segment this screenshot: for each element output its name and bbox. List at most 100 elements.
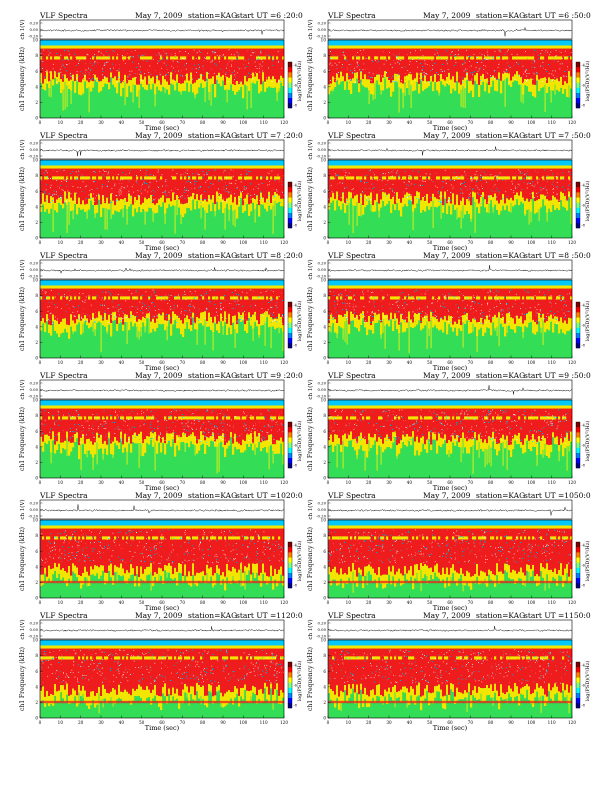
time-tick-label: 80 xyxy=(488,240,494,245)
time-tick-label: 30 xyxy=(98,360,104,365)
waveform-trace xyxy=(40,390,284,392)
time-tick-label: 70 xyxy=(180,720,186,725)
waveform-trace xyxy=(40,30,284,35)
freq-tick-label: 4 xyxy=(35,84,38,89)
time-tick-label: 30 xyxy=(386,600,392,605)
time-tick-label: 40 xyxy=(119,360,125,365)
time-tick-label: 100 xyxy=(239,360,247,365)
panel-title: VLF Spectra xyxy=(39,611,88,620)
time-tick-label: 30 xyxy=(98,480,104,485)
freq-tick-label: 8 xyxy=(323,653,326,658)
time-tick-label: 110 xyxy=(548,360,556,365)
time-tick-label: 120 xyxy=(280,720,288,725)
panel-date: May 7, 2009 xyxy=(423,611,471,620)
spectrogram xyxy=(328,160,572,238)
time-tick-label: 70 xyxy=(468,240,474,245)
ch-tick-label: 0.20 xyxy=(318,381,327,386)
ch-tick-label: 0.00 xyxy=(30,27,39,32)
freq-tick-label: 8 xyxy=(323,53,326,58)
ch-axis-label: ch 1(V) xyxy=(307,499,314,519)
time-tick-label: 0 xyxy=(39,240,42,245)
freq-tick-label: 6 xyxy=(35,669,38,674)
time-tick-label: 80 xyxy=(200,720,206,725)
time-tick-label: 0 xyxy=(327,600,330,605)
colorbar-label: log(PSD)(V²/Hz) xyxy=(296,61,303,102)
time-tick-label: 80 xyxy=(200,120,206,125)
time-tick-label: 30 xyxy=(386,360,392,365)
time-tick-label: 50 xyxy=(139,600,145,605)
panel-station: station=KAG xyxy=(188,371,237,380)
freq-axis-label: ch1 Frequency (kHz) xyxy=(307,47,314,111)
ch-tick-label: 0.20 xyxy=(30,141,39,146)
time-tick-label: 50 xyxy=(139,720,145,725)
ch-tick-label: 0.00 xyxy=(318,147,327,152)
time-tick-label: 30 xyxy=(98,600,104,605)
time-tick-label: 50 xyxy=(139,240,145,245)
ch-tick-label: 0.00 xyxy=(318,627,327,632)
time-axis-label: Time (sec) xyxy=(433,724,468,732)
spectrogram xyxy=(328,280,572,358)
freq-tick-label: 4 xyxy=(35,204,38,209)
ch-tick-label: 0.20 xyxy=(30,381,39,386)
time-tick-label: 0 xyxy=(327,720,330,725)
freq-tick-label: 6 xyxy=(323,309,326,314)
time-tick-label: 0 xyxy=(39,360,42,365)
freq-tick-label: 4 xyxy=(35,564,38,569)
freq-tick-label: 2 xyxy=(323,580,326,585)
spectrogram xyxy=(328,520,573,598)
colorbar-label: log(PSD)(V²/Hz) xyxy=(584,61,591,102)
time-tick-label: 40 xyxy=(407,240,413,245)
panel-title: VLF Spectra xyxy=(327,371,376,380)
waveform-frame xyxy=(328,500,572,519)
time-tick-label: 10 xyxy=(346,120,352,125)
waveform-frame xyxy=(40,620,284,639)
time-tick-label: 50 xyxy=(139,480,145,485)
panel-title: VLF Spectra xyxy=(39,131,88,140)
ch-tick-label: 0.20 xyxy=(318,621,327,626)
waveform-trace xyxy=(328,385,572,394)
time-tick-label: 50 xyxy=(427,600,433,605)
panel-date: May 7, 2009 xyxy=(423,251,471,260)
spectrogram xyxy=(328,40,572,118)
ch-axis-label: ch 1(V) xyxy=(19,139,26,159)
time-tick-label: 20 xyxy=(366,120,372,125)
freq-tick-label: 2 xyxy=(323,220,326,225)
time-tick-label: 110 xyxy=(548,600,556,605)
time-tick-label: 90 xyxy=(220,480,226,485)
ch-tick-label: 0.00 xyxy=(30,387,39,392)
freq-tick-label: 4 xyxy=(323,324,326,329)
freq-axis-label: ch1 Frequency (kHz) xyxy=(307,287,314,351)
time-tick-label: 70 xyxy=(468,360,474,365)
time-tick-label: 90 xyxy=(508,120,514,125)
freq-tick-label: 10 xyxy=(33,638,39,643)
freq-axis-label: ch1 Frequency (kHz) xyxy=(19,287,26,351)
freq-tick-label: 8 xyxy=(35,53,38,58)
spectrogram xyxy=(40,520,285,598)
freq-tick-label: 2 xyxy=(323,700,326,705)
ch-tick-label: 0.00 xyxy=(318,27,327,32)
time-tick-label: 90 xyxy=(220,720,226,725)
time-tick-label: 30 xyxy=(98,240,104,245)
freq-axis-label: ch1 Frequency (kHz) xyxy=(307,407,314,471)
ch-tick-label: 0.20 xyxy=(30,261,39,266)
time-tick-label: 90 xyxy=(508,600,514,605)
freq-axis-label: ch1 Frequency (kHz) xyxy=(307,527,314,591)
freq-axis-label: ch1 Frequency (kHz) xyxy=(19,647,26,711)
ch-tick-label: 0.20 xyxy=(318,261,327,266)
time-tick-label: 80 xyxy=(488,600,494,605)
freq-tick-label: 10 xyxy=(321,158,327,163)
panel-date: May 7, 2009 xyxy=(423,491,471,500)
freq-tick-label: 4 xyxy=(323,444,326,449)
freq-tick-label: 8 xyxy=(35,293,38,298)
panel-title: VLF Spectra xyxy=(327,251,376,260)
